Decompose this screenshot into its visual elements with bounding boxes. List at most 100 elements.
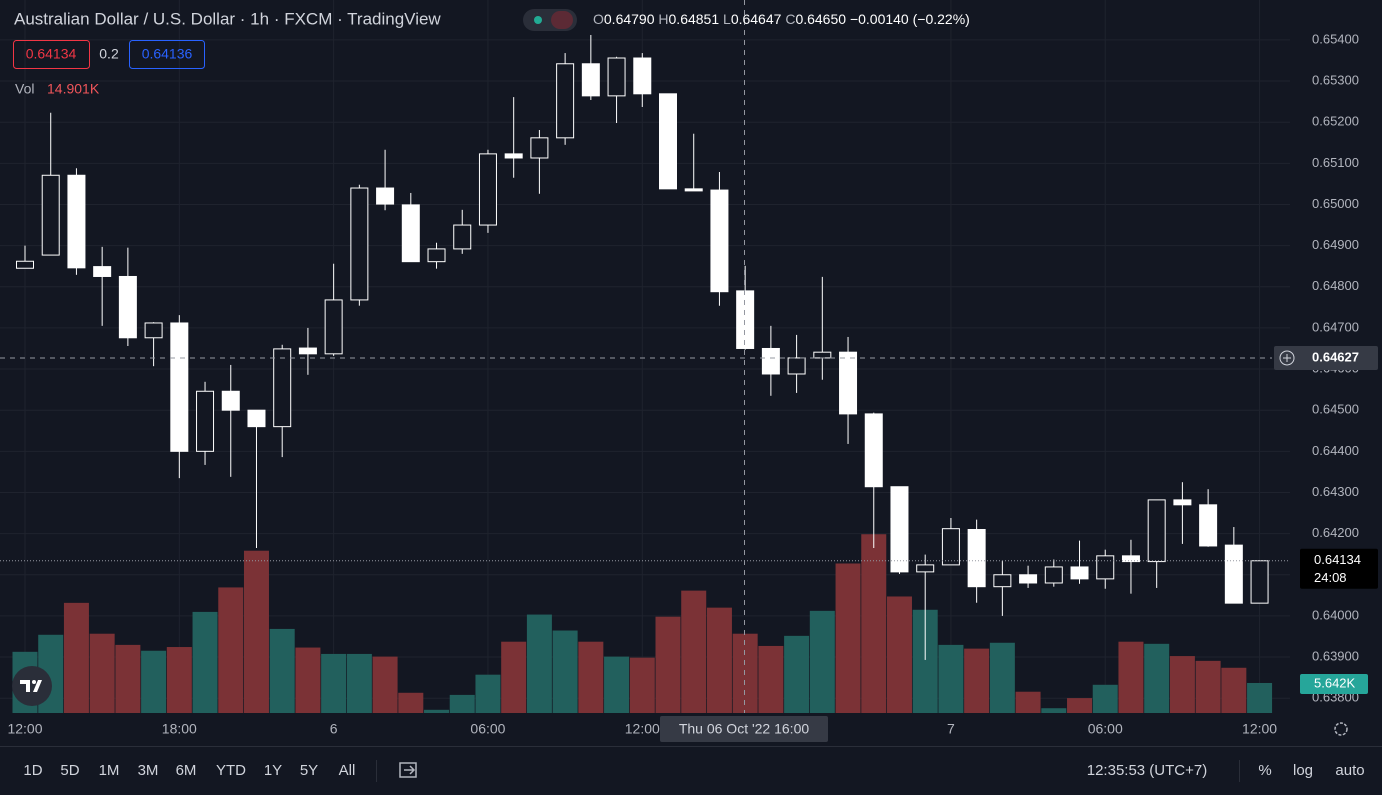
- range-button[interactable]: 3M: [138, 762, 159, 779]
- x-tick-label: 6: [330, 721, 338, 737]
- volume-bar: [243, 550, 269, 713]
- candle-body: [941, 528, 960, 566]
- candle-body: [787, 357, 806, 375]
- candle-body: [478, 153, 497, 226]
- volume-bar: [861, 534, 887, 713]
- range-button[interactable]: YTD: [216, 762, 246, 779]
- range-button[interactable]: 5Y: [300, 762, 318, 779]
- range-button[interactable]: All: [339, 762, 356, 779]
- y-tick-label: 0.65300: [1312, 72, 1359, 87]
- candle-body: [813, 351, 832, 359]
- range-button[interactable]: 5D: [60, 762, 79, 779]
- candle-body: [1147, 499, 1166, 563]
- y-tick-label: 0.64900: [1312, 237, 1359, 252]
- candle-body: [324, 299, 343, 355]
- volume-bar: [501, 641, 527, 713]
- candle-body: [839, 351, 858, 415]
- volume-bar: [218, 587, 244, 713]
- candle-body: [67, 174, 86, 269]
- volume-bar: [552, 630, 578, 713]
- volume-bar: [964, 648, 990, 713]
- candle-body: [659, 93, 677, 190]
- range-button[interactable]: 6M: [176, 762, 197, 779]
- candle-body: [1173, 499, 1192, 506]
- sell-button[interactable]: [13, 40, 90, 69]
- volume-bar: [604, 656, 630, 713]
- candle-body: [684, 188, 703, 192]
- volume-bar: [1195, 660, 1221, 713]
- range-button[interactable]: 1D: [23, 762, 42, 779]
- candle-body: [298, 347, 317, 355]
- volume-bar: [629, 657, 655, 713]
- last-price-badge: [1300, 548, 1378, 589]
- candle-body: [1250, 560, 1269, 604]
- x-tick-label: 12:00: [625, 721, 660, 737]
- log-toggle[interactable]: log: [1293, 762, 1313, 779]
- add-alert-icon[interactable]: [1279, 350, 1295, 366]
- volume-bar: [1041, 708, 1067, 713]
- volume-bar: [835, 563, 861, 713]
- candle-body: [401, 204, 420, 263]
- volume-bar: [938, 644, 964, 713]
- volume-bar: [655, 616, 681, 713]
- candle-body: [890, 486, 909, 573]
- y-tick-label: 0.64500: [1312, 402, 1359, 417]
- volume-badge: [1300, 673, 1368, 694]
- candle-body: [1224, 544, 1243, 604]
- crosshair-price-label: 0.64627: [1312, 349, 1359, 364]
- legend-key: H: [658, 11, 668, 27]
- volume-bar: [732, 633, 758, 713]
- y-tick-label: 0.65200: [1312, 114, 1359, 129]
- candle-body: [1019, 574, 1038, 584]
- y-tick-label: 0.64000: [1312, 607, 1359, 622]
- candle-body: [581, 63, 600, 97]
- symbol-title: Australian Dollar / U.S. Dollar · 1h · F…: [14, 9, 441, 28]
- settings-icon[interactable]: [1334, 722, 1348, 736]
- volume-bar: [295, 647, 321, 713]
- candle-body: [864, 413, 883, 488]
- volume-bar: [758, 645, 784, 713]
- tradingview-logo[interactable]: [12, 666, 52, 706]
- volume-bar: [475, 674, 501, 713]
- volume-bar: [681, 590, 707, 713]
- alert-icon: [551, 11, 573, 29]
- volume-bar: [269, 628, 295, 713]
- candle-body: [504, 153, 523, 159]
- buy-button[interactable]: [129, 40, 205, 69]
- range-button[interactable]: 1Y: [264, 762, 282, 779]
- buy-price: 0.64136: [142, 46, 193, 62]
- candle-body: [350, 187, 369, 301]
- candle-body: [1044, 566, 1063, 584]
- candle-body: [761, 347, 780, 375]
- candle-layer: [16, 34, 1269, 660]
- overlay-layer: [0, 0, 1290, 713]
- auto-toggle[interactable]: auto: [1335, 762, 1364, 779]
- volume-bar: [63, 602, 89, 713]
- candle-body: [118, 275, 137, 339]
- legend-key: O: [593, 11, 604, 27]
- candle-body: [530, 137, 549, 159]
- volume-last-label: 5.642K: [1314, 675, 1356, 690]
- volume-bar: [372, 656, 398, 713]
- ohlc-legend: O0.64790 H0.64851 L0.64647 C0.64650 −0.0…: [593, 11, 970, 27]
- logo-dot: [32, 680, 36, 684]
- grid: [0, 0, 1290, 713]
- volume-bar: [398, 692, 424, 713]
- volume-bar: [1169, 656, 1195, 713]
- legend-value: 0.64851: [669, 11, 720, 27]
- y-tick-label: 0.64800: [1312, 278, 1359, 293]
- x-tick-label: 18:00: [162, 721, 197, 737]
- percent-toggle[interactable]: %: [1258, 762, 1271, 779]
- candle-body: [93, 266, 112, 277]
- date-range-icon[interactable]: [399, 762, 417, 778]
- volume-legend-name: Vol: [15, 81, 34, 97]
- clock[interactable]: 12:35:53 (UTC+7): [1087, 762, 1207, 779]
- volume-bar: [526, 614, 552, 713]
- crosshair-time-label: Thu 06 Oct '22 16:00: [679, 721, 810, 737]
- range-button[interactable]: 1M: [99, 762, 120, 779]
- sell-price: 0.64134: [26, 46, 77, 62]
- y-tick-label: 0.64200: [1312, 525, 1359, 540]
- legend-value: 0.64790: [604, 11, 655, 27]
- x-tick-label: 12:00: [1242, 721, 1277, 737]
- y-tick-label: 0.63900: [1312, 648, 1359, 663]
